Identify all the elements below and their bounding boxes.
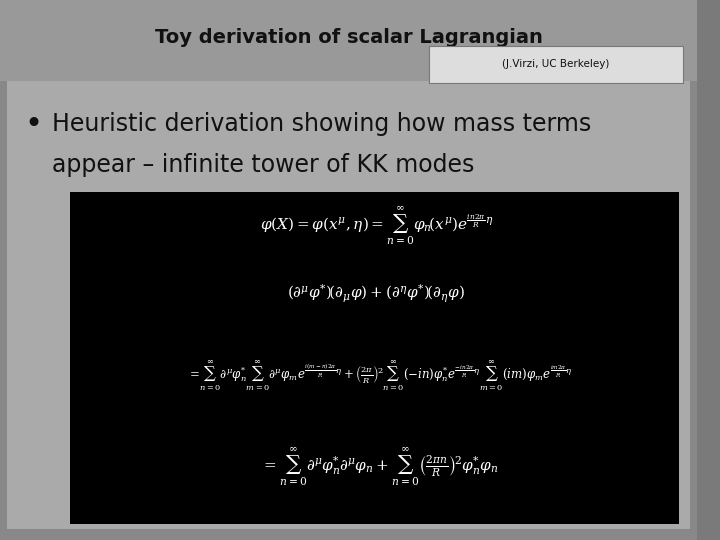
Text: $=\!\sum_{n=0}^{\infty}\partial^{\mu}\varphi_n^{*}\sum_{m=0}^{\infty}\partial^{\: $=\!\sum_{n=0}^{\infty}\partial^{\mu}\va…	[187, 358, 572, 393]
FancyBboxPatch shape	[0, 0, 697, 540]
Text: •: •	[24, 110, 42, 139]
Text: Toy derivation of scalar Lagrangian: Toy derivation of scalar Lagrangian	[155, 28, 542, 48]
FancyBboxPatch shape	[428, 46, 683, 83]
Text: $\varphi(X)=\varphi(x^{\mu},\eta)=\sum_{n=0}^{\infty}\varphi_n\!\left(x^{\mu}\ri: $\varphi(X)=\varphi(x^{\mu},\eta)=\sum_{…	[260, 205, 493, 247]
Text: appear – infinite tower of KK modes: appear – infinite tower of KK modes	[53, 153, 474, 177]
Text: (J.Virzi, UC Berkeley): (J.Virzi, UC Berkeley)	[503, 59, 610, 69]
FancyBboxPatch shape	[7, 81, 690, 529]
Text: Heuristic derivation showing how mass terms: Heuristic derivation showing how mass te…	[53, 112, 592, 136]
Text: $=\sum_{n=0}^{\infty}\partial^{\mu}\varphi_n^{*}\partial^{\mu}\varphi_n+\sum_{n=: $=\sum_{n=0}^{\infty}\partial^{\mu}\varp…	[261, 446, 498, 488]
FancyBboxPatch shape	[0, 0, 697, 81]
Text: $\left(\partial^{\mu}\varphi^{*}\right)\!\left(\partial_{\mu}\varphi\right)+\lef: $\left(\partial^{\mu}\varphi^{*}\right)\…	[287, 283, 465, 306]
FancyBboxPatch shape	[70, 192, 680, 524]
